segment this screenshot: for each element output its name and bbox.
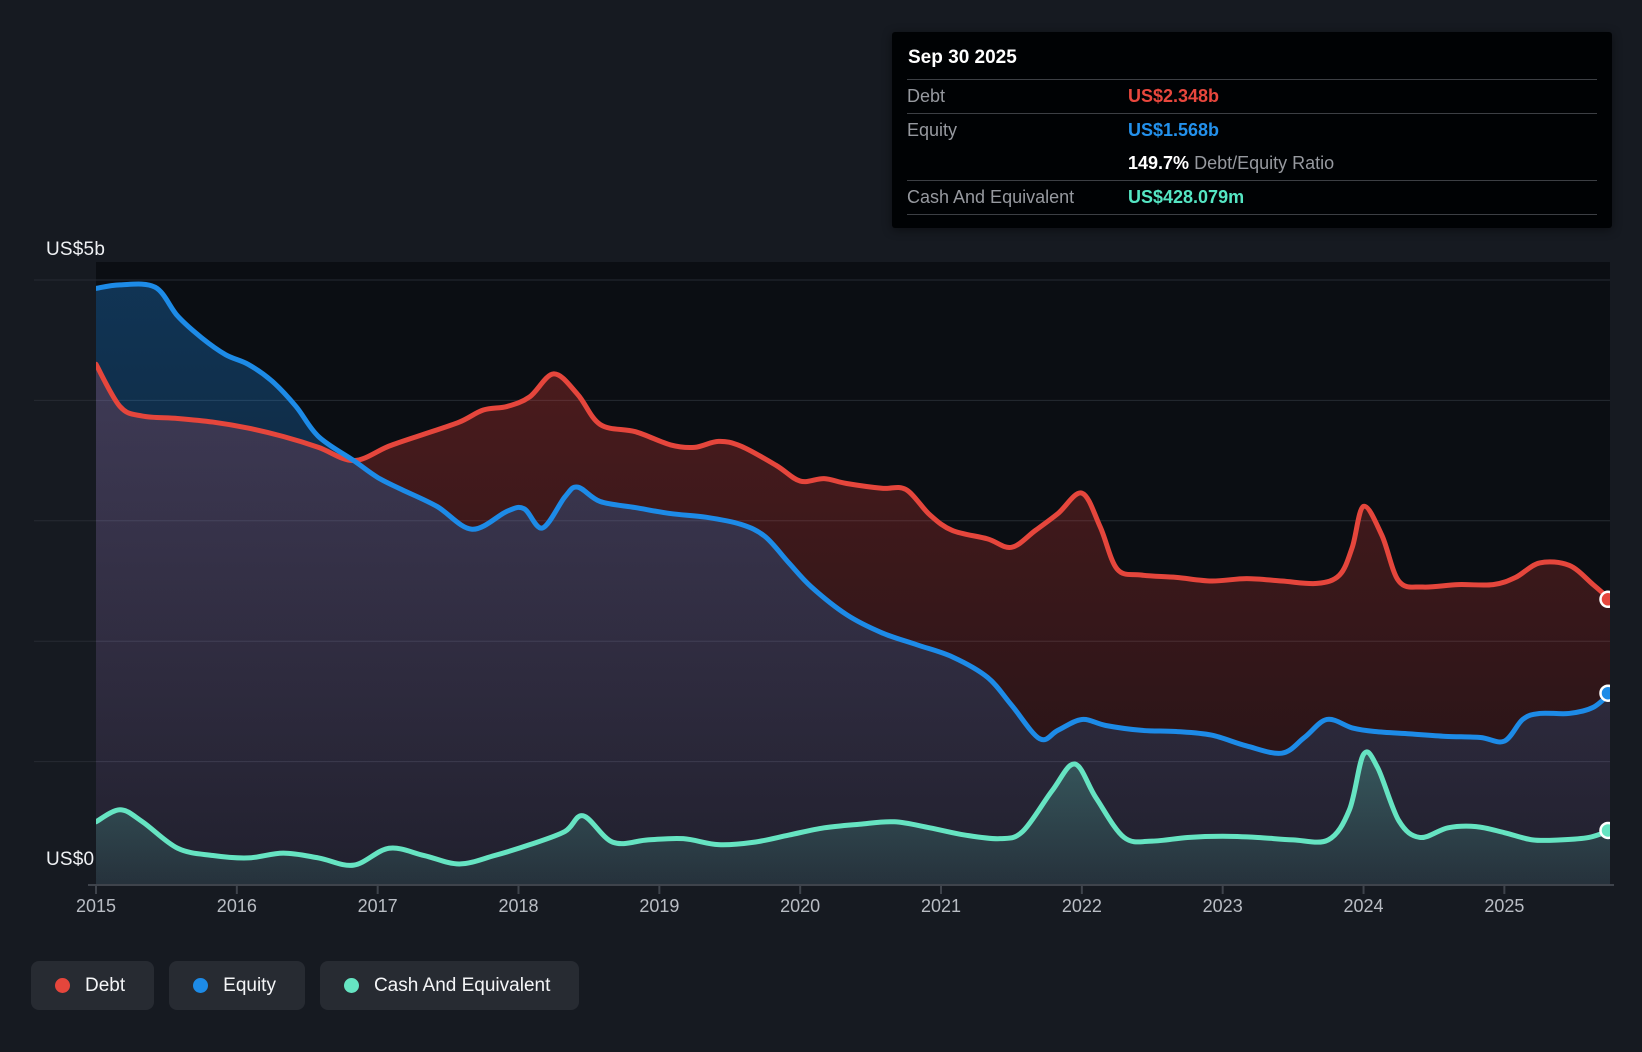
tooltip-date: Sep 30 2025 — [908, 47, 1017, 68]
divider — [907, 113, 1597, 114]
line-cash-and-equivalent[interactable] — [96, 749, 1610, 868]
tooltip-ratio-label: Debt/Equity Ratio — [1189, 153, 1335, 173]
legend-dot-debt — [55, 978, 70, 993]
legend-item-debt[interactable]: Debt — [31, 961, 155, 1010]
tooltip-ratio-value: 149.7% — [1128, 153, 1190, 173]
x-axis — [88, 884, 1614, 894]
tooltip-row-equity: Equity US$1.568b — [907, 114, 1597, 147]
divider — [907, 180, 1597, 181]
line-debt[interactable] — [96, 361, 1610, 602]
legend-label: Equity — [223, 974, 276, 996]
divider — [907, 79, 1597, 80]
tooltip-debt-label: Debt — [907, 86, 946, 106]
divider — [907, 214, 1597, 215]
tooltip-row-ratio: 149.7% Debt/Equity Ratio — [907, 147, 1597, 180]
tooltip-debt-value: US$2.348b — [1128, 86, 1220, 106]
legend-dot-equity — [193, 978, 209, 993]
end-dot-debt[interactable] — [1599, 590, 1616, 609]
tooltip: Sep 30 2025 Debt US$2.348b Equity US$1.5… — [892, 32, 1612, 228]
tooltip-cash-label: Cash And Equivalent — [907, 187, 1075, 207]
tooltip-row-debt: Debt US$2.348b — [907, 80, 1597, 113]
series-end-dots — [1599, 590, 1616, 840]
legend-item-cash-and-equivalent[interactable]: Cash And Equivalent — [319, 961, 580, 1010]
series-fills — [96, 283, 1610, 885]
y-axis-label-zero: US$0 — [46, 849, 95, 870]
legend-label: Debt — [85, 974, 126, 996]
line-equity[interactable] — [96, 281, 1610, 756]
tooltip-equity-label: Equity — [907, 120, 958, 140]
series-lines — [96, 281, 1610, 868]
legend: Debt Equity Cash And Equivalent — [31, 961, 580, 1010]
y-axis-label-max: US$5b — [46, 239, 106, 260]
area-fill-cash-and-equivalent — [96, 751, 1610, 885]
tooltip-cash-value: US$428.079m — [1128, 187, 1245, 207]
area-fill-equity — [96, 283, 1610, 885]
legend-label: Cash And Equivalent — [373, 974, 551, 996]
legend-dot-cash-and-equivalent — [343, 978, 359, 993]
tooltip-row-cash: Cash And Equivalent US$428.079m — [907, 181, 1597, 214]
end-dot-equity[interactable] — [1599, 684, 1616, 702]
tooltip-equity-value: US$1.568b — [1128, 120, 1220, 140]
end-dot-cash-and-equivalent[interactable] — [1599, 821, 1616, 840]
legend-item-equity[interactable]: Equity — [169, 961, 305, 1010]
